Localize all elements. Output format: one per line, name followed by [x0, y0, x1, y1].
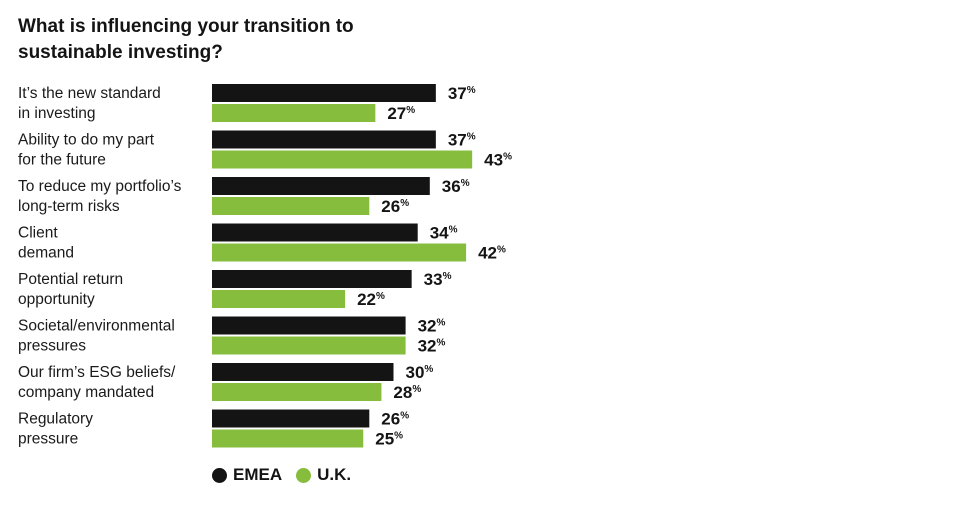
- category-label: Potential return: [18, 271, 123, 288]
- data-label: 36%: [442, 177, 470, 196]
- data-label: 26%: [381, 410, 409, 429]
- bar-uk: [212, 383, 382, 401]
- category-label: opportunity: [18, 291, 95, 308]
- bar-uk: [212, 290, 346, 308]
- data-label: 32%: [418, 337, 446, 356]
- bar-uk: [212, 150, 473, 169]
- bar-uk: [212, 429, 364, 448]
- bar-uk: [212, 197, 370, 215]
- category-label: for the future: [18, 152, 106, 169]
- bar-uk: [212, 243, 467, 262]
- data-label: 37%: [448, 131, 476, 150]
- legend-swatch-emea: [212, 467, 227, 483]
- category-label: It’s the new standard: [18, 85, 161, 102]
- data-label: 43%: [484, 151, 512, 170]
- category-label: Ability to do my part: [18, 132, 155, 149]
- chart-title-line-2: sustainable investing?: [18, 42, 223, 63]
- chart-title: What is influencing your transition to s…: [18, 14, 438, 66]
- legend: EMEA U.K.: [212, 463, 351, 487]
- category-label: company mandated: [18, 384, 154, 401]
- bar-emea: [212, 84, 436, 102]
- bar-emea: [212, 363, 394, 381]
- category-label: Our firm’s ESG beliefs/: [18, 364, 176, 381]
- data-label: 42%: [478, 244, 506, 263]
- category-label: Societal/environmental: [18, 318, 175, 335]
- category-label: pressures: [18, 338, 86, 355]
- category-label: Regulatory: [18, 411, 93, 428]
- data-label: 34%: [430, 224, 458, 243]
- data-label: 30%: [406, 363, 434, 382]
- legend-swatch-uk: [296, 467, 312, 483]
- category-label: long-term risks: [18, 198, 120, 215]
- legend-item-uk: U.K.: [296, 465, 351, 485]
- data-label: 27%: [387, 104, 415, 123]
- bar-uk: [212, 336, 406, 355]
- data-label: 26%: [381, 197, 409, 216]
- data-label: 37%: [448, 84, 476, 103]
- data-label: 25%: [375, 430, 403, 449]
- bar-emea: [212, 316, 406, 335]
- data-label: 28%: [393, 383, 421, 402]
- data-label: 33%: [424, 270, 452, 289]
- category-label: demand: [18, 245, 74, 262]
- bar-emea: [212, 270, 412, 288]
- category-label: Client: [18, 225, 58, 242]
- category-label: pressure: [18, 431, 78, 448]
- bar-uk: [212, 104, 376, 122]
- legend-label-uk: U.K.: [317, 465, 352, 484]
- data-label: 32%: [418, 317, 446, 336]
- legend-item-emea: EMEA: [212, 465, 282, 485]
- bar-emea: [212, 130, 436, 149]
- bar-chart: It’s the new standard in investing 37% 27% A…: [18, 84, 512, 449]
- category-label: To reduce my portfolio’s: [18, 178, 182, 195]
- data-label: 22%: [357, 290, 385, 309]
- bar-emea: [212, 177, 430, 195]
- category-label: in investing: [18, 105, 96, 122]
- bar-emea: [212, 409, 370, 428]
- legend-label-emea: EMEA: [233, 465, 283, 484]
- bar-emea: [212, 223, 418, 242]
- chart-title-line-1: What is influencing your transition to: [18, 16, 354, 37]
